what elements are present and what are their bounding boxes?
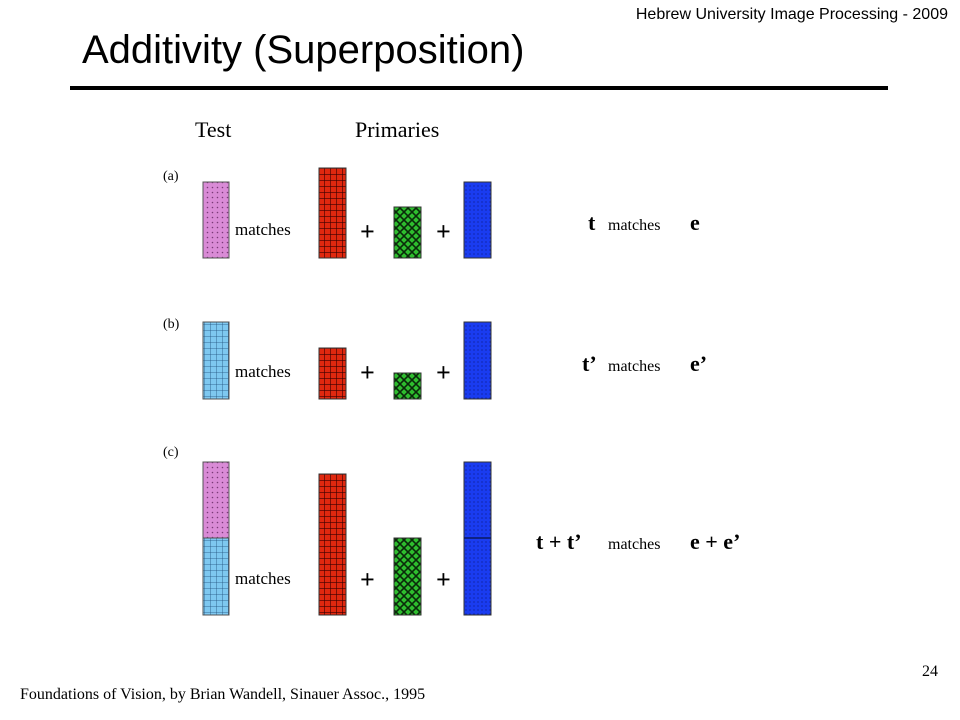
row-b-equation-left: t’ [582,351,597,376]
row-c-equation-right: e + e’ [690,529,740,554]
row-a-equation-right: e [690,210,700,235]
test-t-swatch [202,461,230,539]
citation: Foundations of Vision, by Brian Wandell,… [20,686,426,703]
plus-sign: + [360,565,375,594]
row-b-equation-matches: matches [608,358,660,375]
green-primary-bar [393,206,422,259]
test-t-prime-swatch [202,321,230,400]
blue-primary-bar [463,321,492,400]
plus-sign: + [436,565,451,594]
red-primary-bar [318,167,347,259]
row-b-label: (b) [163,317,180,332]
blue-primary-bar [463,181,492,259]
green-primary-bar [393,372,422,400]
plus-sign: + [436,358,451,387]
green-primary-bar [393,537,422,616]
row-a-matches: matches [235,220,291,239]
column-header-primaries: Primaries [355,117,439,142]
slide-title: Additivity (Superposition) [82,28,525,72]
additivity-figure: Test Primaries (a) matches + + t matches… [163,117,740,616]
row-b-matches: matches [235,362,291,381]
row-b-equation-right: e’ [690,351,707,376]
row-c-equation-left: t + t’ [536,529,582,554]
row-a-equation-left: t [588,210,596,235]
plus-sign: + [360,358,375,387]
slide-number: 24 [922,663,938,680]
row-c-matches: matches [235,569,291,588]
plus-sign: + [436,217,451,246]
row-a-label: (a) [163,169,179,184]
test-t-swatch [202,181,230,259]
column-header-test: Test [195,117,231,142]
row-c-label: (c) [163,445,179,460]
test-t-prime-swatch [202,537,230,616]
red-primary-bar [318,473,347,616]
row-a-equation-matches: matches [608,217,660,234]
row-c-equation-matches: matches [608,536,660,553]
red-primary-bar [318,347,347,400]
plus-sign: + [360,217,375,246]
title-underline [70,86,888,90]
header-note: Hebrew University Image Processing - 200… [635,6,948,23]
